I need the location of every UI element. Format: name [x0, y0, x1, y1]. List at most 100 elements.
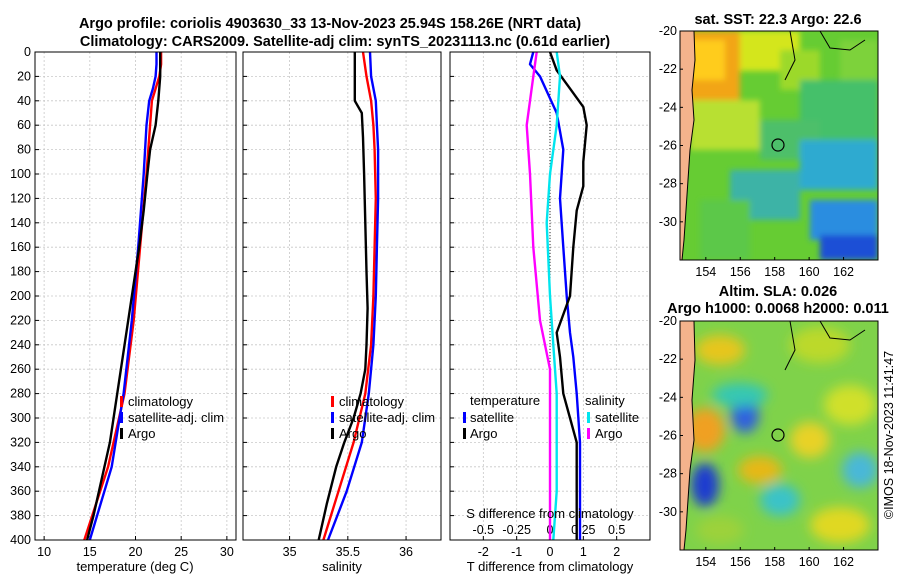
series-line-satellite [326, 51, 380, 541]
map-y-tick-label: -30 [659, 215, 677, 229]
y-tick-label: 260 [10, 362, 31, 376]
map-y-tick-label: -20 [659, 314, 677, 328]
legend-argo-label: Argo [128, 426, 155, 441]
legend-satellite-label: satellite-adj. clim [128, 410, 224, 425]
map-x-tick-label: 160 [799, 265, 820, 279]
legend-satellite-label: satellite-adj. clim [339, 410, 435, 425]
salinity-diff-tick-label: 0.5 [608, 523, 625, 537]
series-line-s-argo [525, 51, 552, 540]
y-tick-label: 320 [10, 435, 31, 449]
y-tick-label: 180 [10, 265, 31, 279]
y-tick-label: 100 [10, 167, 31, 181]
y-tick-label: 360 [10, 484, 31, 498]
x-tick-label: 30 [220, 545, 234, 559]
series-line-climatology [322, 51, 377, 541]
map-x-tick-label: 158 [764, 555, 785, 569]
map-x-tick-label: 156 [730, 555, 751, 569]
x-tick-label: -2 [478, 545, 489, 559]
legend-salinity-header: salinity [585, 393, 625, 408]
map-y-tick-label: -24 [659, 390, 677, 404]
series-line-argo [85, 52, 162, 541]
map-y-tick-label: -22 [659, 62, 677, 76]
legend-climatology-swatch [120, 396, 123, 407]
series-line-t-satellite [528, 51, 582, 540]
legend-t-argo-swatch [463, 428, 466, 439]
legend-s-argo-label: Argo [595, 426, 622, 441]
legend-t-argo-label: Argo [470, 426, 497, 441]
y-tick-label: 200 [10, 289, 31, 303]
y-tick-label: 340 [10, 460, 31, 474]
y-tick-label: 280 [10, 387, 31, 401]
map-y-tick-label: -28 [659, 177, 677, 191]
legend-climatology-swatch [331, 396, 334, 407]
x-tick-label: 36 [399, 545, 413, 559]
map-y-tick-label: -26 [659, 429, 677, 443]
map-y-tick-label: -20 [659, 24, 677, 38]
plot-frame [242, 51, 442, 541]
x-tick-label: 35.5 [336, 545, 360, 559]
figure-title-line2: Climatology: CARS2009. Satellite-adj cli… [80, 34, 610, 50]
map-x-tick-label: 156 [730, 265, 751, 279]
map-x-tick-label: 160 [799, 555, 820, 569]
salinity-panel: 35 35.5 36 [242, 51, 442, 559]
legend-satellite-swatch [331, 412, 334, 423]
legend-argo-swatch [331, 428, 334, 439]
legend-s-argo-swatch [587, 428, 590, 439]
x-tick-label: 25 [174, 545, 188, 559]
salinity-diff-tick-label: -0.25 [502, 523, 531, 537]
y-tick-label: 240 [10, 338, 31, 352]
plot-frame [34, 51, 237, 541]
map-x-tick-label: 154 [695, 265, 716, 279]
legend-s-satellite-swatch [587, 412, 590, 423]
map-y-tick-label: -30 [659, 505, 677, 519]
difference-xlabel: T difference from climatology [467, 559, 634, 574]
legend-climatology-label: climatology [128, 394, 194, 409]
sst-map-title: sat. SST: 22.3 Argo: 22.6 [694, 12, 861, 28]
temperature-panel: 0 20 40 60 80 100 120 140 160 180 200 220 240 260 280 3… [10, 45, 237, 559]
sla-map: Altim. SLA: 0.026 Argo h1000: 0.0068 h20… [667, 284, 889, 551]
legend-climatology-label: climatology [339, 394, 405, 409]
y-tick-label: 220 [10, 313, 31, 327]
map-x-tick-label: 154 [695, 555, 716, 569]
sla-map-title-line1: Altim. SLA: 0.026 [719, 284, 837, 300]
legend-t-satellite-swatch [463, 412, 466, 423]
y-tick-label: 400 [10, 533, 31, 547]
plot-frame [449, 51, 651, 541]
x-tick-label: 10 [37, 545, 51, 559]
y-tick-label: 140 [10, 216, 31, 230]
y-tick-label: 20 [17, 69, 31, 83]
legend-argo-swatch [120, 428, 123, 439]
salinity-difference-xlabel: S difference from climatology [466, 506, 634, 521]
salinity-diff-tick-label: 0.25 [571, 523, 595, 537]
map-x-tick-label: 158 [764, 265, 785, 279]
y-tick-label: 160 [10, 240, 31, 254]
map-x-tick-label: 162 [833, 555, 854, 569]
x-tick-label: -1 [511, 545, 522, 559]
sst-map: sat. SST: 22.3 Argo: 22.6 [679, 12, 879, 261]
series-line-t-argo [548, 51, 588, 540]
x-tick-label: 2 [613, 545, 620, 559]
salinity-xlabel: salinity [322, 559, 362, 574]
difference-panel: -2 -1 0 1 2-0.5 -0.25 0 0.25 0.5 [449, 51, 651, 559]
map-y-tick-label: -24 [659, 100, 677, 114]
profile-location-marker [771, 428, 785, 442]
map-y-tick-label: -28 [659, 467, 677, 481]
map-axes: 154 156 158 160 162 -20 -22 -24 -26 -28 -30 154 156 1… [659, 24, 854, 569]
y-tick-label: 60 [17, 118, 31, 132]
y-tick-label: 120 [10, 191, 31, 205]
y-tick-label: 380 [10, 509, 31, 523]
x-tick-label: 15 [83, 545, 97, 559]
y-tick-label: 300 [10, 411, 31, 425]
figure-title-line1: Argo profile: coriolis 4903630_33 13-Nov… [79, 16, 581, 32]
map-y-tick-label: -22 [659, 352, 677, 366]
sla-map-title-line2: Argo h1000: 0.0068 h2000: 0.011 [667, 301, 889, 317]
legend-satellite-swatch [120, 412, 123, 423]
legend-temperature-header: temperature [470, 393, 540, 408]
legend-argo-label: Argo [339, 426, 366, 441]
x-tick-label: 20 [129, 545, 143, 559]
x-tick-label: 0 [547, 545, 554, 559]
legend-t-satellite-label: satellite [470, 410, 514, 425]
y-tick-label: 40 [17, 94, 31, 108]
x-tick-label: 1 [580, 545, 587, 559]
